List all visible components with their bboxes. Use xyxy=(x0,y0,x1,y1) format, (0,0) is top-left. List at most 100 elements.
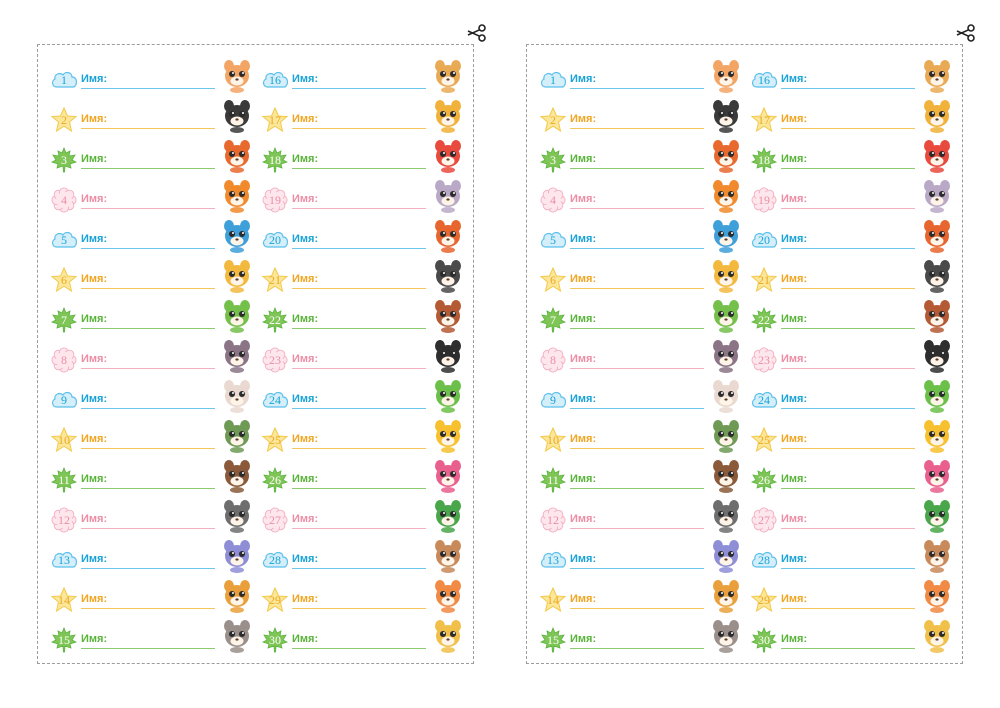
name-label-row: 2 Имя: xyxy=(536,93,746,133)
name-label-row: 5 Имя: xyxy=(47,213,257,253)
scissors-icon xyxy=(467,24,486,42)
name-label-row: 3 Имя: xyxy=(47,133,257,173)
name-write-line[interactable] xyxy=(292,128,426,129)
label-number: 6 xyxy=(61,273,67,287)
owl-icon xyxy=(219,417,255,453)
name-write-line[interactable] xyxy=(81,528,215,529)
name-write-line[interactable] xyxy=(570,208,704,209)
name-write-line[interactable] xyxy=(781,408,915,409)
name-write-line[interactable] xyxy=(781,128,915,129)
name-write-line[interactable] xyxy=(570,648,704,649)
name-write-line[interactable] xyxy=(292,368,426,369)
name-write-line[interactable] xyxy=(292,168,426,169)
name-write-line[interactable] xyxy=(81,168,215,169)
number-badge: 4 xyxy=(538,187,568,213)
name-write-line[interactable] xyxy=(781,248,915,249)
name-field-label: Имя: xyxy=(81,433,108,445)
name-write-line[interactable] xyxy=(570,248,704,249)
name-write-line[interactable] xyxy=(81,608,215,609)
name-write-line[interactable] xyxy=(81,328,215,329)
name-write-line[interactable] xyxy=(292,568,426,569)
name-field-label: Имя: xyxy=(81,633,108,645)
sloth-icon xyxy=(919,537,955,573)
name-write-line[interactable] xyxy=(781,608,915,609)
label-number: 29 xyxy=(269,593,281,607)
name-write-line[interactable] xyxy=(570,368,704,369)
name-write-line[interactable] xyxy=(570,128,704,129)
name-write-line[interactable] xyxy=(781,328,915,329)
name-write-line[interactable] xyxy=(781,488,915,489)
name-label-row: 20 Имя: xyxy=(747,213,957,253)
label-number: 9 xyxy=(550,393,556,407)
name-write-line[interactable] xyxy=(781,88,915,89)
number-badge: 14 xyxy=(49,587,79,613)
name-write-line[interactable] xyxy=(81,88,215,89)
name-label-row: 10 Имя: xyxy=(47,413,257,453)
number-badge: 6 xyxy=(49,267,79,293)
name-write-line[interactable] xyxy=(570,528,704,529)
name-write-line[interactable] xyxy=(292,88,426,89)
parrot-icon xyxy=(919,137,955,173)
name-label-row: 22 Имя: xyxy=(747,293,957,333)
name-label-row: 4 Имя: xyxy=(536,173,746,213)
name-write-line[interactable] xyxy=(292,408,426,409)
name-write-line[interactable] xyxy=(570,488,704,489)
name-write-line[interactable] xyxy=(570,608,704,609)
name-write-line[interactable] xyxy=(570,168,704,169)
name-write-line[interactable] xyxy=(81,568,215,569)
name-write-line[interactable] xyxy=(292,208,426,209)
panda-icon xyxy=(708,97,744,133)
name-write-line[interactable] xyxy=(781,568,915,569)
sloth-icon xyxy=(430,537,466,573)
name-write-line[interactable] xyxy=(81,208,215,209)
name-write-line[interactable] xyxy=(81,288,215,289)
name-write-line[interactable] xyxy=(570,88,704,89)
name-write-line[interactable] xyxy=(81,448,215,449)
toucan-icon xyxy=(919,337,955,373)
name-write-line[interactable] xyxy=(81,368,215,369)
name-write-line[interactable] xyxy=(81,648,215,649)
name-write-line[interactable] xyxy=(781,288,915,289)
fish-icon xyxy=(430,457,466,493)
name-write-line[interactable] xyxy=(81,128,215,129)
name-label-row: 11 Имя: xyxy=(536,453,746,493)
number-badge: 12 xyxy=(538,507,568,533)
name-write-line[interactable] xyxy=(570,328,704,329)
zebra-icon xyxy=(919,257,955,293)
name-write-line[interactable] xyxy=(781,368,915,369)
name-write-line[interactable] xyxy=(781,168,915,169)
name-label-row: 6 Имя: xyxy=(47,253,257,293)
name-write-line[interactable] xyxy=(781,448,915,449)
name-label-row: 27 Имя: xyxy=(747,493,957,533)
name-write-line[interactable] xyxy=(81,408,215,409)
name-write-line[interactable] xyxy=(570,408,704,409)
name-write-line[interactable] xyxy=(292,648,426,649)
number-badge: 22 xyxy=(260,307,290,333)
label-number: 30 xyxy=(269,633,281,647)
label-number: 4 xyxy=(550,193,556,207)
name-write-line[interactable] xyxy=(292,288,426,289)
name-write-line[interactable] xyxy=(292,448,426,449)
number-badge: 3 xyxy=(538,147,568,173)
hedgehog-icon xyxy=(708,457,744,493)
name-write-line[interactable] xyxy=(570,288,704,289)
name-write-line[interactable] xyxy=(781,528,915,529)
name-write-line[interactable] xyxy=(292,328,426,329)
name-write-line[interactable] xyxy=(292,608,426,609)
name-label-row: 13 Имя: xyxy=(536,533,746,573)
name-write-line[interactable] xyxy=(292,488,426,489)
number-badge: 17 xyxy=(260,107,290,133)
raccoon-icon xyxy=(219,337,255,373)
name-write-line[interactable] xyxy=(292,248,426,249)
name-write-line[interactable] xyxy=(570,448,704,449)
name-write-line[interactable] xyxy=(781,648,915,649)
name-field-label: Имя: xyxy=(781,633,808,645)
label-number: 13 xyxy=(547,553,559,567)
name-write-line[interactable] xyxy=(570,568,704,569)
puppy-icon xyxy=(919,57,955,93)
name-write-line[interactable] xyxy=(81,248,215,249)
puppy-icon xyxy=(430,57,466,93)
name-write-line[interactable] xyxy=(781,208,915,209)
name-write-line[interactable] xyxy=(292,528,426,529)
name-write-line[interactable] xyxy=(81,488,215,489)
